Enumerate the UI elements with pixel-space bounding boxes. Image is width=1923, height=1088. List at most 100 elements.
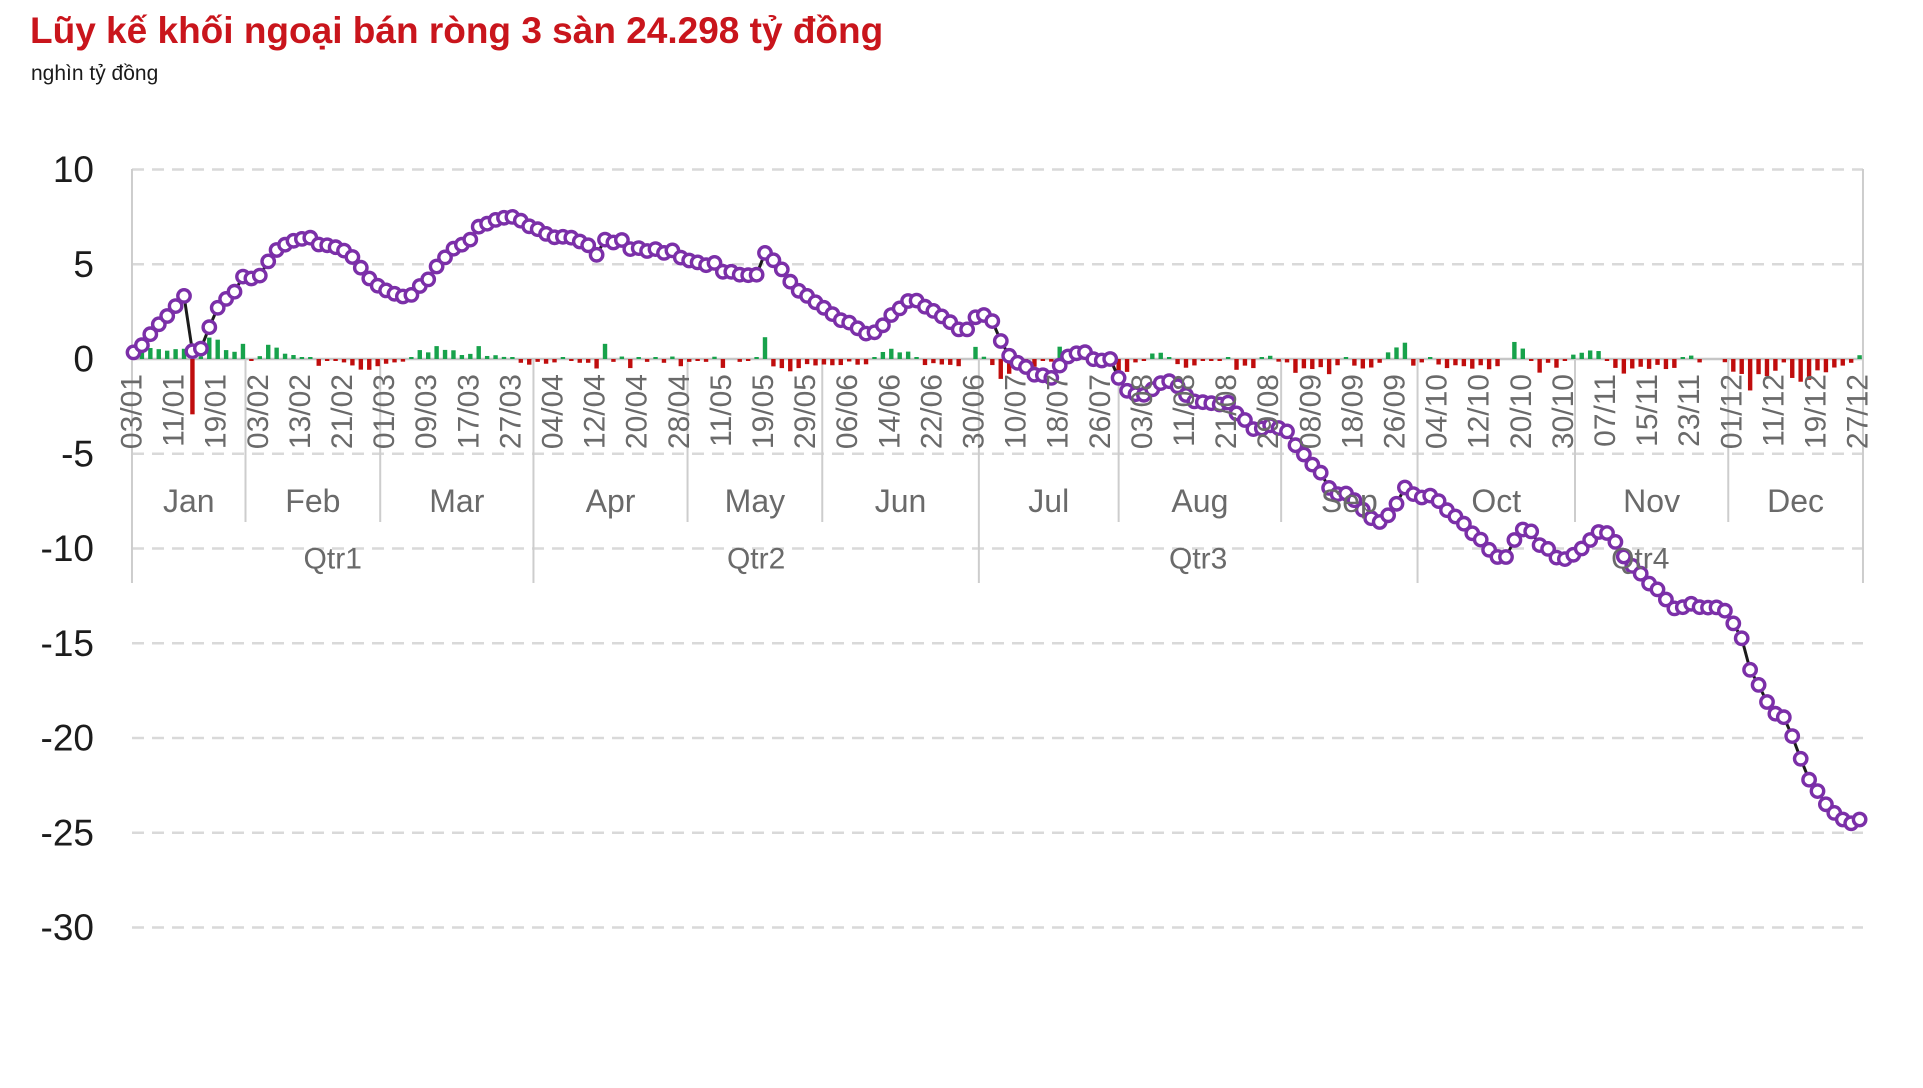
daily-bar	[1318, 359, 1323, 368]
daily-bar	[181, 348, 187, 359]
daily-bar	[1646, 359, 1652, 369]
daily-bar	[796, 359, 801, 369]
data-point-marker	[1346, 492, 1363, 509]
daily-bar	[695, 359, 700, 361]
data-point-marker	[580, 237, 597, 254]
data-point-marker	[1809, 783, 1826, 799]
daily-bar	[1183, 359, 1189, 368]
daily-bar	[451, 350, 456, 359]
x-axis-date-label: 08/09	[1294, 374, 1327, 449]
daily-bar	[148, 348, 153, 359]
daily-bar	[1225, 357, 1231, 359]
x-axis-date-label: 14/06	[873, 374, 906, 449]
daily-bar	[1377, 359, 1382, 363]
daily-bar	[1790, 359, 1795, 378]
data-point-marker	[1498, 549, 1514, 565]
daily-bar	[1335, 359, 1340, 366]
data-point-marker	[1430, 493, 1447, 509]
daily-bar	[1310, 359, 1315, 370]
x-axis-date-label: 04/04	[537, 374, 570, 449]
daily-bar	[981, 356, 987, 359]
data-point-marker	[159, 308, 176, 324]
daily-bar	[1444, 359, 1450, 369]
data-point-marker	[1759, 694, 1775, 710]
daily-bar	[434, 346, 439, 359]
daily-bar	[863, 359, 869, 365]
data-point-marker	[1102, 351, 1119, 367]
daily-bar	[687, 359, 692, 362]
data-point-marker	[1784, 728, 1801, 744]
daily-bar	[948, 359, 953, 365]
y-axis-tick-label: -5	[61, 433, 94, 474]
daily-bar	[560, 357, 566, 359]
daily-bar	[392, 359, 397, 363]
data-point-marker	[1506, 532, 1523, 548]
x-axis-date-label: 18/09	[1336, 374, 1369, 449]
daily-bar	[442, 349, 448, 359]
daily-bar	[409, 357, 414, 359]
daily-bar	[417, 350, 422, 359]
daily-bar	[1638, 359, 1643, 367]
x-axis-date-label: 27/03	[494, 374, 527, 449]
data-point-marker	[1733, 630, 1750, 647]
data-point-marker	[1287, 437, 1304, 454]
daily-bar	[249, 359, 254, 361]
daily-bar	[1293, 359, 1298, 373]
data-point-marker	[1388, 495, 1405, 512]
daily-bar	[779, 359, 785, 369]
daily-bar	[198, 356, 204, 359]
daily-bar	[644, 359, 650, 362]
daily-bar	[1394, 347, 1399, 359]
daily-bar	[1596, 351, 1601, 359]
data-point-marker	[1296, 446, 1312, 463]
data-point-marker	[1792, 750, 1809, 767]
daily-bar	[1242, 359, 1248, 366]
daily-bar	[1360, 359, 1366, 369]
daily-bar	[308, 357, 313, 359]
data-point-marker	[1775, 709, 1792, 726]
daily-bar	[1689, 355, 1694, 359]
x-axis-date-label: 20/10	[1505, 374, 1538, 449]
daily-bar	[931, 359, 936, 364]
data-point-marker	[1051, 357, 1068, 374]
data-point-marker	[142, 326, 159, 343]
x-axis-date-label: 26/07	[1084, 374, 1117, 449]
x-axis-date-label: 29/08	[1252, 374, 1285, 449]
month-label: Mar	[429, 483, 484, 519]
daily-bar	[897, 352, 902, 359]
daily-bar	[1124, 359, 1130, 372]
daily-bar	[223, 350, 229, 359]
quarter-label: Qtr3	[1169, 543, 1227, 576]
x-axis-date-label: 15/11	[1631, 374, 1664, 447]
data-point-marker	[344, 249, 361, 265]
daily-bar	[1554, 359, 1559, 368]
daily-bar	[973, 346, 978, 359]
data-point-marker	[201, 319, 218, 336]
data-point-marker	[1632, 565, 1649, 582]
data-point-marker	[875, 317, 891, 334]
data-point-marker	[782, 273, 799, 290]
daily-bar	[257, 356, 262, 359]
daily-bar	[1798, 359, 1803, 382]
x-axis-date-label: 19/01	[200, 374, 233, 449]
x-axis-date-label: 04/10	[1421, 374, 1454, 449]
daily-bar	[156, 349, 161, 359]
data-point-marker	[420, 271, 437, 288]
data-point-marker	[1725, 615, 1742, 632]
data-point-marker	[1851, 811, 1868, 828]
x-axis-date-label: 01/03	[368, 374, 401, 449]
daily-bar	[838, 359, 843, 366]
daily-bar	[1663, 359, 1669, 370]
daily-bar	[1823, 359, 1829, 373]
month-label: May	[725, 483, 785, 519]
daily-bar	[299, 357, 305, 359]
daily-bar	[476, 346, 481, 359]
month-label: Apr	[586, 483, 636, 519]
daily-bar	[1453, 359, 1458, 366]
daily-bar	[350, 359, 355, 366]
y-axis-tick-label: -20	[41, 718, 94, 759]
daily-bar	[316, 359, 321, 366]
daily-bar	[670, 356, 675, 359]
daily-bar	[173, 349, 178, 359]
